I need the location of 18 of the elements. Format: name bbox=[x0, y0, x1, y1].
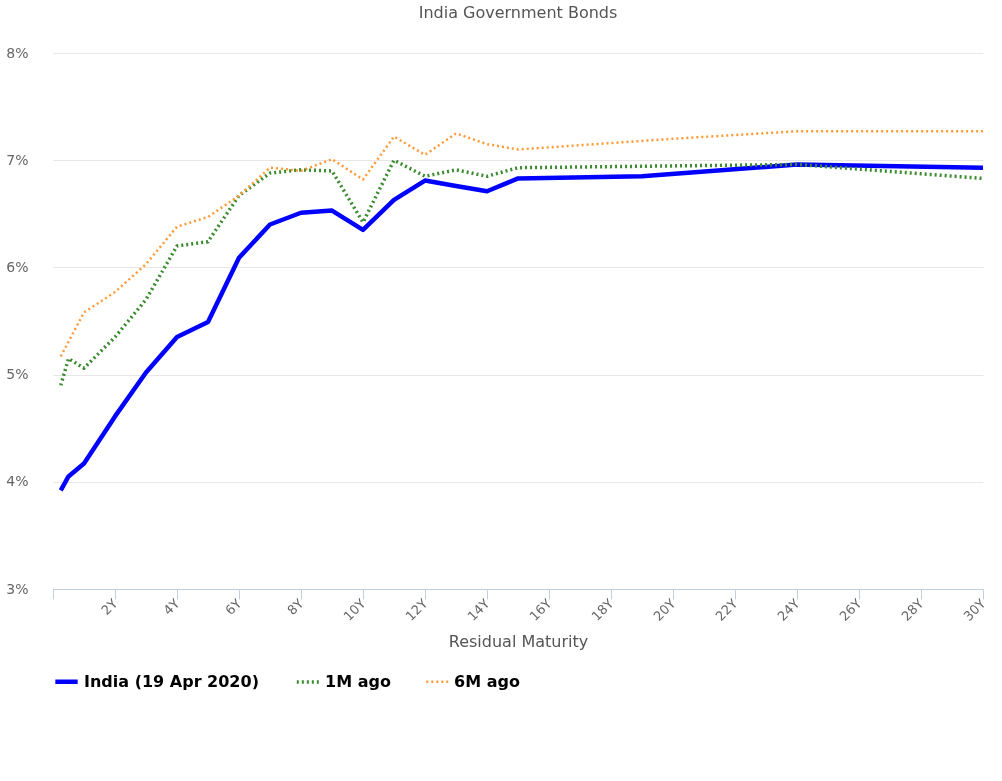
x-axis-title: Residual Maturity bbox=[448, 631, 589, 651]
x-tick-label: 4Y bbox=[160, 595, 183, 618]
chart-title: India Government Bonds bbox=[418, 3, 618, 22]
y-tick-label: 7% bbox=[6, 151, 29, 168]
line-series bbox=[58, 162, 986, 493]
y-tick-label: 4% bbox=[6, 473, 29, 490]
y-tick-label: 6% bbox=[6, 258, 29, 275]
line-series bbox=[59, 130, 985, 358]
y-tick-label: 3% bbox=[6, 580, 29, 597]
line-series bbox=[59, 158, 985, 388]
legend-label: India (19 Apr 2020) bbox=[84, 671, 259, 691]
y-tick-label: 5% bbox=[6, 366, 29, 383]
x-tick-label: 8Y bbox=[284, 595, 307, 618]
y-tick-label: 8% bbox=[6, 44, 29, 61]
x-tick-label: 6Y bbox=[222, 595, 245, 618]
x-tick-label: 2Y bbox=[98, 595, 121, 618]
legend-label: 1M ago bbox=[325, 672, 391, 691]
legend-label: 6M ago bbox=[454, 671, 520, 691]
